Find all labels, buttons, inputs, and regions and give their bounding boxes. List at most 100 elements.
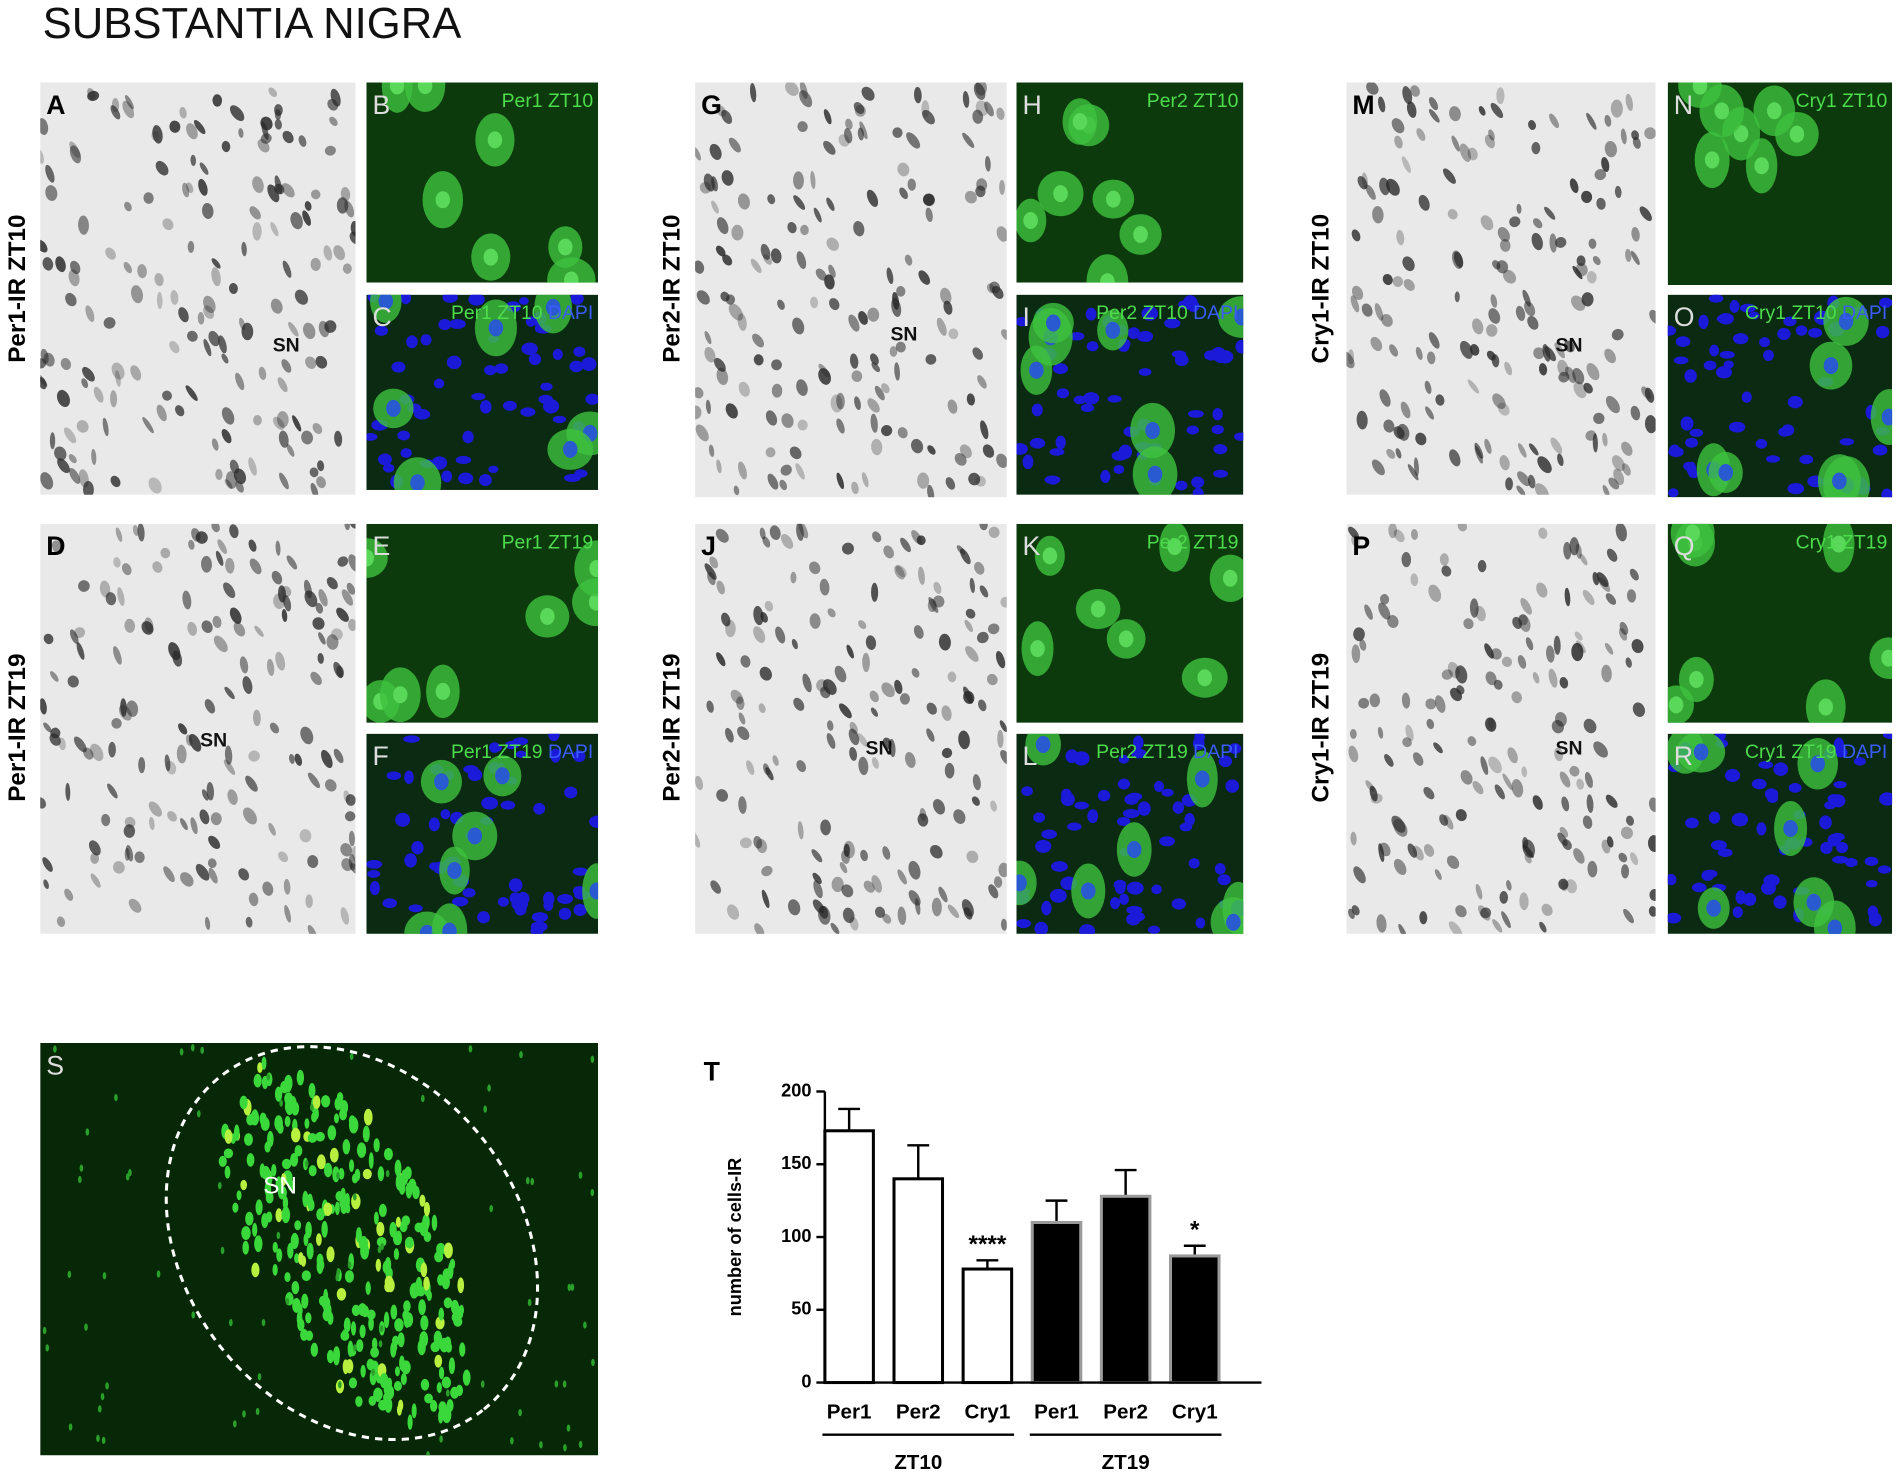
panel-caption: Cry1 ZT10 DAPI [1745, 302, 1887, 324]
cell [1520, 597, 1532, 615]
cell [316, 476, 326, 489]
nucleus [1055, 435, 1066, 450]
x-tick-label: Cry1 [964, 1400, 1010, 1423]
cell [972, 774, 981, 791]
cell [1541, 903, 1553, 916]
cell [839, 862, 848, 874]
cell [179, 1048, 184, 1056]
cell [268, 87, 278, 98]
cell [1366, 82, 1379, 95]
cell [141, 621, 154, 635]
cell [78, 580, 90, 592]
cell [333, 661, 344, 679]
cell [115, 370, 121, 387]
cell [362, 1168, 372, 1180]
cell [1435, 394, 1445, 406]
cell [349, 523, 356, 529]
nucleus [1778, 427, 1791, 437]
cell [1407, 843, 1418, 858]
cell [280, 1080, 289, 1094]
nucleus-core [1881, 408, 1893, 426]
cell [1486, 324, 1498, 337]
nucleus [1732, 333, 1749, 345]
cell [217, 1182, 222, 1190]
cell [1581, 190, 1593, 204]
nucleus [573, 750, 586, 763]
nucleus [1148, 925, 1161, 934]
cell [1001, 329, 1007, 341]
cell [1405, 724, 1414, 741]
cell [281, 1158, 292, 1170]
nucleus-core [386, 399, 401, 417]
cell [738, 381, 750, 397]
cell [793, 195, 806, 210]
cell [1614, 185, 1622, 199]
cell [1531, 232, 1543, 251]
nucleus [1756, 822, 1767, 836]
cell [940, 287, 952, 305]
cell [979, 585, 989, 598]
cell [796, 760, 807, 773]
cell [860, 849, 868, 862]
cell [229, 105, 245, 122]
cell [871, 875, 882, 893]
nucleus [511, 896, 529, 912]
cell [1477, 559, 1487, 573]
cell [716, 789, 728, 802]
nucleus-core [1689, 671, 1704, 688]
cell [590, 1188, 595, 1197]
nucleus-core [1234, 308, 1244, 326]
cell [291, 1281, 300, 1295]
cell [1361, 172, 1368, 189]
cell [84, 1323, 88, 1331]
cell [554, 1380, 559, 1388]
cell [304, 1118, 310, 1129]
cell [212, 94, 223, 107]
cell [977, 375, 987, 389]
nucleus [552, 348, 563, 360]
cell [771, 359, 782, 371]
cell [1475, 883, 1483, 900]
cell [271, 570, 283, 585]
cell [721, 612, 731, 627]
nucleus [1164, 318, 1181, 329]
nucleus [428, 817, 440, 832]
panel-letter: L [1023, 741, 1038, 771]
cell [1415, 346, 1423, 360]
cell [376, 1221, 385, 1237]
cell [859, 121, 868, 140]
cell [1351, 644, 1361, 664]
cell [913, 625, 924, 639]
cell [243, 807, 257, 825]
cell [327, 1125, 337, 1141]
cell [590, 1055, 595, 1063]
cell [266, 658, 275, 676]
cell [110, 475, 121, 488]
cell [336, 1287, 347, 1301]
cell [1413, 457, 1419, 477]
nucleus [494, 363, 509, 374]
cell [1519, 892, 1529, 911]
cell [309, 1103, 314, 1112]
cell [918, 566, 925, 585]
cell [959, 444, 972, 459]
cell [321, 749, 333, 769]
micrograph [40, 1042, 599, 1456]
cell [201, 620, 213, 633]
cell [906, 132, 921, 149]
nucleus [462, 887, 476, 898]
cell [96, 1434, 100, 1442]
cell [279, 472, 289, 490]
cell [853, 102, 865, 114]
cell [1551, 719, 1564, 734]
cell [148, 801, 162, 817]
x-tick-label: Per2 [1103, 1400, 1148, 1423]
cell [830, 394, 843, 413]
nucleus [1799, 454, 1814, 465]
cell [752, 333, 765, 348]
cell [155, 160, 169, 176]
cell [113, 557, 121, 568]
cell [394, 1159, 402, 1177]
cell [305, 1330, 314, 1341]
cell [255, 1407, 260, 1416]
